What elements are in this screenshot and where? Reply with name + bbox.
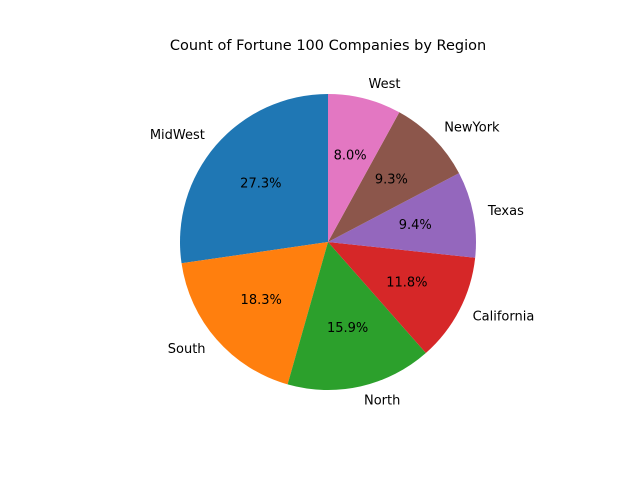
pie-slice-south: [181, 242, 328, 385]
slice-percent-west: 8.0%: [334, 148, 367, 163]
slice-label-west: West: [368, 77, 400, 92]
pie-slice-california: [328, 242, 476, 354]
chart-title: Count of Fortune 100 Companies by Region: [170, 38, 486, 54]
pie-slice-north: [287, 242, 426, 391]
pie-slice-west: [328, 94, 400, 242]
slice-percent-south: 18.3%: [241, 293, 282, 308]
slice-label-south: South: [168, 342, 206, 357]
pie-slice-texas: [328, 173, 477, 258]
slice-label-midwest: MidWest: [150, 128, 205, 143]
slice-label-california: California: [473, 309, 535, 324]
slice-label-newyork: NewYork: [444, 120, 500, 135]
slice-label-texas: Texas: [487, 204, 524, 219]
pie-slices: [179, 93, 477, 391]
slice-percent-north: 15.9%: [327, 321, 368, 336]
pie-labels: MidWest 27.3% South 18.3% North 15.9% Californ…: [150, 77, 535, 408]
slice-percent-california: 11.8%: [386, 275, 427, 290]
slice-percent-texas: 9.4%: [399, 218, 432, 233]
pie-slice-newyork: [328, 112, 460, 242]
pie-slice-midwest: [179, 93, 328, 264]
slice-label-north: North: [364, 393, 400, 408]
slice-percent-newyork: 9.3%: [375, 172, 408, 187]
slice-percent-midwest: 27.3%: [240, 176, 281, 191]
